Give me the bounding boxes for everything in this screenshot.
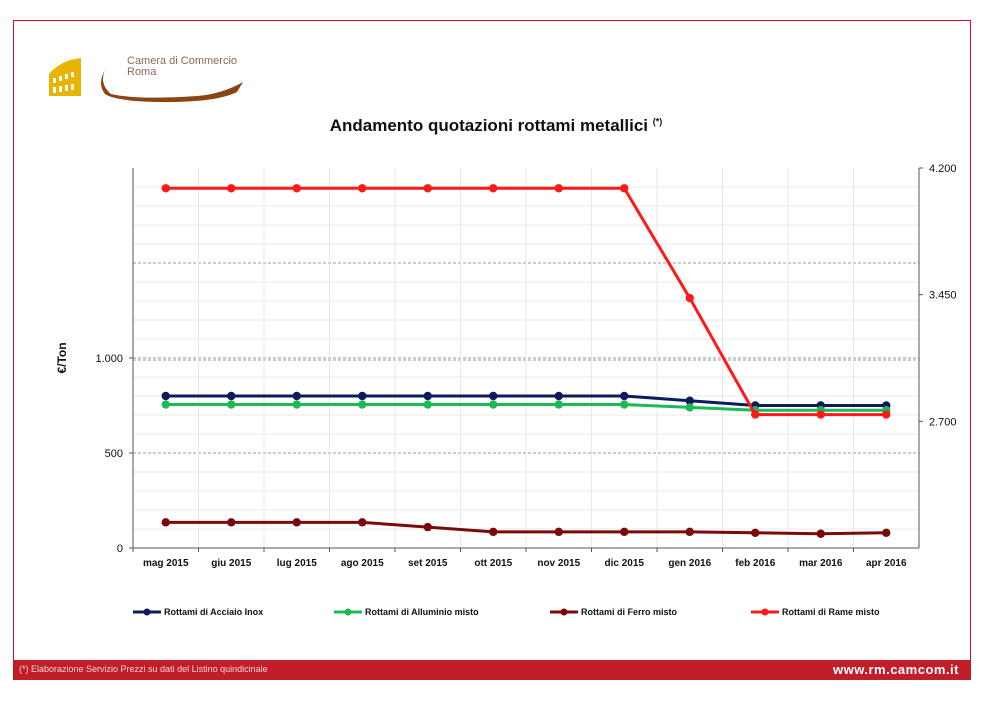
x-tick-label: lug 2015 — [277, 558, 317, 569]
data-point — [685, 527, 694, 537]
data-point — [685, 403, 694, 412]
data-point — [292, 518, 301, 527]
legend-label: Rottami di Ferro misto — [581, 607, 678, 617]
x-tick-label: apr 2016 — [866, 558, 907, 569]
x-tick-label: gen 2016 — [668, 558, 711, 569]
footer-bar: (*) Elaborazione Servizio Prezzi su dati… — [13, 660, 971, 680]
data-point — [423, 391, 432, 401]
logo-line2: Roma — [127, 66, 157, 78]
legend-swatch-marker — [344, 608, 352, 616]
y-right-tick-label: 3.450 — [929, 290, 957, 302]
data-point — [161, 518, 170, 527]
legend: Rottami di Acciaio Inox Rottami di Allumi… — [133, 607, 880, 617]
legend-item: Rottami di Acciaio Inox — [133, 607, 263, 617]
grid — [133, 168, 919, 548]
data-point — [292, 184, 301, 193]
data-point — [816, 410, 825, 419]
data-point — [227, 391, 236, 401]
series-line — [165, 394, 887, 407]
data-point — [554, 527, 563, 537]
data-point — [751, 528, 760, 537]
data-point — [685, 396, 694, 405]
data-point — [161, 400, 170, 409]
data-point — [358, 400, 367, 409]
footer-url-link[interactable]: www.rm.camcom.it — [833, 662, 959, 677]
data-point — [489, 527, 498, 537]
data-point — [423, 184, 432, 193]
data-point — [620, 527, 629, 537]
x-tick-label: nov 2015 — [537, 558, 580, 569]
y-left-tick-label: 1.000 — [95, 353, 123, 365]
legend-label: Rottami di Rame misto — [782, 607, 880, 617]
data-point — [882, 410, 891, 419]
series-line — [165, 186, 887, 417]
data-point — [489, 400, 498, 409]
data-point — [423, 400, 432, 409]
data-point — [620, 400, 629, 409]
x-tick-label: giu 2015 — [211, 558, 251, 569]
chart-title-text: Andamento quotazioni rottami metallici — [329, 116, 649, 135]
x-tick-label: set 2015 — [408, 558, 448, 569]
series-rottami-di-rame-misto — [161, 184, 891, 419]
chart-title-footnote-mark: (*) — [652, 116, 663, 127]
data-point — [620, 391, 629, 401]
legend-swatch-marker — [560, 608, 568, 616]
logo-text: Camera di Commercio Roma — [127, 56, 237, 78]
data-point — [751, 410, 760, 419]
x-tick-label: ott 2015 — [474, 558, 512, 569]
legend-label: Rottami di Alluminio misto — [365, 607, 479, 617]
x-tick-label: dic 2015 — [605, 558, 645, 569]
y-axis-label: €/Ton — [55, 342, 69, 373]
data-point — [882, 528, 891, 537]
data-point — [620, 184, 629, 193]
series-line — [165, 403, 887, 412]
chart-title: Andamento quotazioni rottami metallici (… — [0, 116, 992, 136]
series-layer — [161, 184, 891, 538]
data-point — [489, 391, 498, 401]
series-line — [165, 520, 887, 536]
data-point — [423, 522, 432, 532]
data-point — [227, 400, 236, 409]
x-tick-label: feb 2016 — [735, 558, 775, 569]
y-right-tick-label: 2.700 — [929, 416, 957, 428]
series-rottami-di-ferro-misto — [161, 518, 891, 538]
data-point — [292, 400, 301, 409]
x-tick-label: mar 2016 — [799, 558, 843, 569]
legend-item: Rottami di Ferro misto — [550, 607, 678, 617]
y-right-tick-label: 4.200 — [929, 163, 957, 175]
axes: 0 500 1.000 2.700 3.450 4.200 mag 2015 giu 2015… — [95, 163, 956, 569]
logo-line1: Camera di Commercio — [127, 55, 238, 67]
legend-item: Rottami di Rame misto — [751, 607, 880, 617]
legend-label: Rottami di Acciaio Inox — [164, 607, 263, 617]
data-point — [227, 518, 236, 527]
y-left-tick-label: 0 — [117, 543, 123, 555]
data-point — [358, 184, 367, 193]
data-point — [685, 293, 694, 303]
data-point — [554, 391, 563, 401]
series-rottami-di-alluminio-misto — [161, 400, 891, 415]
x-tick-label: mag 2015 — [143, 558, 189, 569]
footer-note: (*) Elaborazione Servizio Prezzi su dati… — [19, 664, 268, 674]
data-point — [161, 391, 170, 401]
legend-swatch-marker — [761, 608, 769, 616]
data-point — [161, 184, 170, 193]
y-left-tick-label: 500 — [105, 448, 123, 460]
data-point — [554, 400, 563, 409]
data-point — [358, 518, 367, 527]
colosseum-icon — [49, 58, 81, 96]
x-tick-label: ago 2015 — [341, 558, 384, 569]
data-point — [554, 184, 563, 193]
camera-commercio-logo — [49, 58, 243, 102]
legend-swatch-marker — [143, 608, 151, 616]
data-point — [358, 391, 367, 401]
data-point — [227, 184, 236, 193]
legend-item: Rottami di Alluminio misto — [334, 607, 479, 617]
data-point — [489, 184, 498, 193]
data-point — [816, 529, 825, 538]
data-point — [292, 391, 301, 401]
